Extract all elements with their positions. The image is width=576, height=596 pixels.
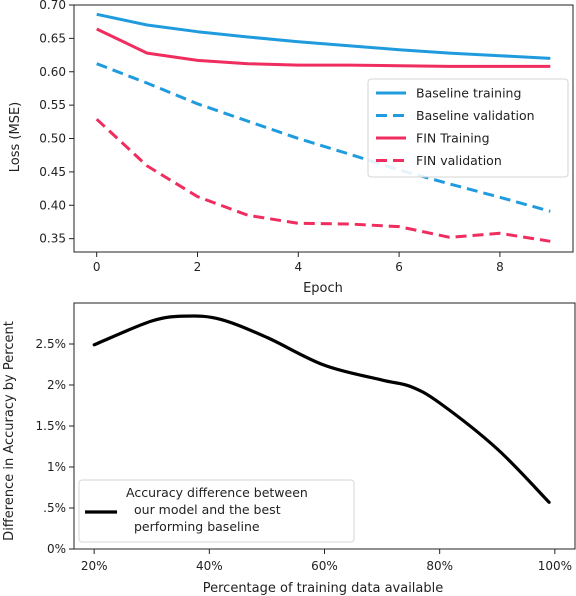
y-tick-label: 0.70 (39, 0, 66, 12)
series-line-2 (96, 62, 551, 213)
accuracy-chart-axes: 20% 40% 60% 80% 100% 0% .5% 1% 1.5% 2% 2.5% (36, 302, 576, 573)
loss-chart: 0 2 4 6 8 0.35 0.40 0.45 0.50 0.55 0.60 0.65 0.70 Ba… (8, 0, 574, 296)
accuracy-difference-line (92, 314, 551, 504)
x-tick-label: 20% (81, 559, 108, 573)
series-line-3 (96, 27, 551, 68)
loss-chart-y-axis-label: Loss (MSE) (8, 102, 23, 172)
loss-chart-x-axis-label: Epoch (303, 281, 343, 296)
legend-label-3: FIN Training (416, 131, 490, 146)
y-tick-label: 0.60 (39, 65, 66, 79)
x-tick-label: 4 (294, 260, 302, 274)
series-line-1 (96, 12, 551, 60)
legend-box (78, 479, 355, 543)
x-tick-label: 6 (395, 260, 403, 274)
y-tick-label: .5% (43, 501, 66, 515)
legend-box (367, 78, 569, 178)
x-tick-label: 60% (311, 559, 338, 573)
y-tick-label: 0.45 (39, 165, 66, 179)
accuracy-chart-legend: Accuracy difference between our model and… (78, 479, 355, 543)
legend-label-1: Baseline training (416, 86, 521, 101)
x-tick-label: 2 (194, 260, 202, 274)
legend-label-line-2: our model and the best (134, 502, 281, 517)
plot-frame (73, 4, 574, 253)
x-tick-label: 0 (93, 260, 101, 274)
y-tick-label: 2.5% (36, 337, 67, 351)
legend-label-2: Baseline validation (416, 108, 535, 123)
legend-label-4: FIN validation (416, 153, 502, 168)
loss-chart-legend: Baseline training Baseline validation FIN … (367, 78, 569, 178)
y-tick-label: 0.55 (39, 98, 66, 112)
x-tick-label: 40% (196, 559, 223, 573)
y-tick-label: 0.65 (39, 31, 66, 45)
x-tick-label: 8 (496, 260, 504, 274)
y-tick-label: 0.40 (39, 198, 66, 212)
x-tick-label: 100% (538, 559, 572, 573)
y-tick-label: 0.35 (39, 232, 66, 246)
legend-label-line-1: Accuracy difference between (126, 485, 308, 500)
accuracy-chart-y-axis-label: Difference in Accuracy by Percent (2, 321, 17, 541)
loss-chart-axes: 0 2 4 6 8 0.35 0.40 0.45 0.50 0.55 0.60 0.65 0.70 (39, 0, 574, 274)
accuracy-chart-lines (92, 314, 551, 504)
accuracy-chart: 20% 40% 60% 80% 100% 0% .5% 1% 1.5% 2% 2.5% Accura… (2, 302, 576, 596)
y-tick-label: 1.5% (36, 419, 67, 433)
series-line-4 (95, 118, 551, 243)
loss-chart-lines (95, 12, 551, 243)
legend-label-line-3: performing baseline (134, 519, 260, 534)
y-tick-label: 0% (47, 542, 66, 556)
accuracy-chart-x-axis-label: Percentage of training data available (203, 581, 444, 596)
y-tick-label: 1% (47, 460, 66, 474)
x-tick-label: 80% (426, 559, 453, 573)
y-tick-label: 2% (47, 378, 66, 392)
y-tick-label: 0.50 (39, 132, 66, 146)
